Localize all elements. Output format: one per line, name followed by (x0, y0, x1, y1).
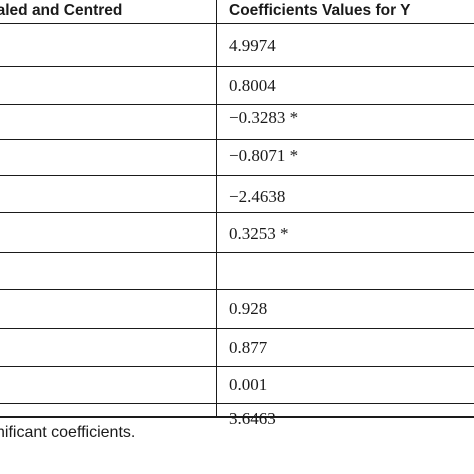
table-footnote: nificant coefficients. (0, 424, 136, 441)
row-rule (0, 366, 474, 367)
row-rule (0, 328, 474, 329)
row-rule (0, 212, 474, 213)
table-cell: −0.8071 * (229, 146, 299, 165)
table-cell: 0.877 (229, 338, 268, 357)
row-rule (0, 289, 474, 290)
table-bottom-rule (0, 416, 474, 418)
table-cell: −0.3283 * (229, 108, 299, 127)
row-rule (0, 252, 474, 253)
table-cell: 0.3253 * (229, 224, 289, 243)
row-rule (0, 66, 474, 67)
column-header-coefficient-values: Coefficients Values for Y (229, 2, 411, 19)
table-cell: 0.001 (229, 375, 268, 394)
row-rule (0, 175, 474, 176)
column-divider (216, 0, 217, 417)
row-rule (0, 403, 474, 404)
column-header-scaled-centred: caled and Centred (0, 2, 123, 19)
header-bottom-rule (0, 23, 474, 24)
table-cell: −2.4638 (229, 187, 286, 206)
table-cell: 0.8004 (229, 76, 276, 95)
table-cell: 4.9974 (229, 36, 276, 55)
row-rule (0, 139, 474, 140)
table-cell: 3.6463 (229, 409, 276, 428)
table-cell: 0.928 (229, 299, 268, 318)
row-rule (0, 104, 474, 105)
